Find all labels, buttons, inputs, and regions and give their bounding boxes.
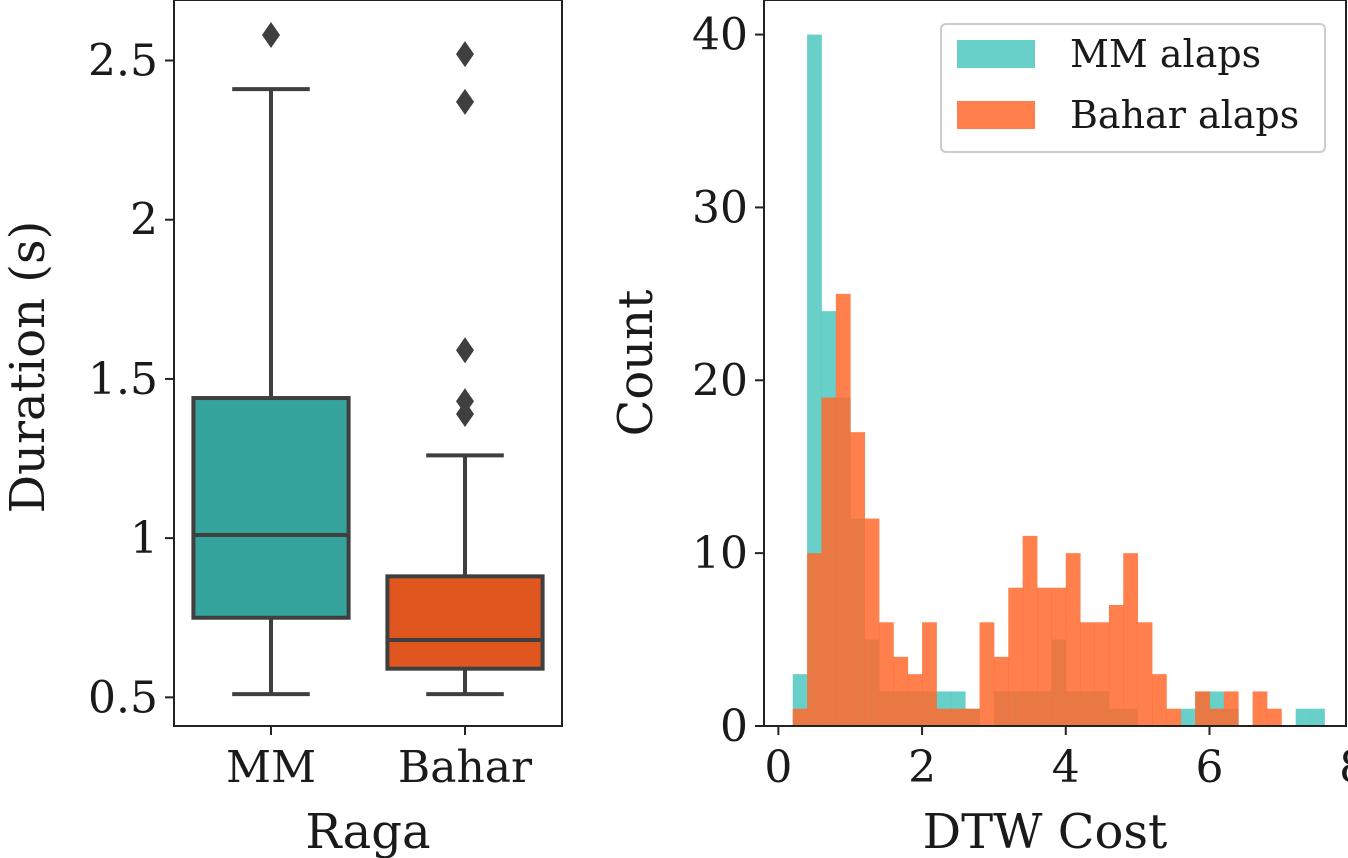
histogram-bar xyxy=(878,622,894,726)
histogram-bar xyxy=(950,708,966,726)
y-tick-label: 2 xyxy=(130,195,158,246)
histogram-y-axis-label: Count xyxy=(608,290,664,437)
box-iqr xyxy=(385,574,545,671)
histogram-bar xyxy=(1108,605,1124,726)
x-tick-label: 2 xyxy=(908,742,936,793)
legend-frame xyxy=(940,23,1326,153)
box-plot-area xyxy=(191,22,545,697)
box-outlier-marker xyxy=(456,400,474,427)
histogram-bar xyxy=(1195,691,1210,726)
histogram-bar xyxy=(1152,674,1167,726)
y-tick-label: 40 xyxy=(692,10,748,61)
box-plot-frame xyxy=(173,0,563,727)
box-plot-x-axis-label: Raga xyxy=(305,804,430,858)
histogram-bar xyxy=(1266,708,1282,726)
histogram-bar xyxy=(835,293,851,726)
histogram-bar xyxy=(936,708,952,726)
histogram-bar xyxy=(792,708,808,726)
box-mm xyxy=(191,22,351,697)
box-outlier-marker xyxy=(456,41,474,68)
histogram-bar xyxy=(993,656,1009,726)
histogram-bar xyxy=(965,708,980,726)
histogram-bar xyxy=(864,518,880,726)
box-plot-panel: MM Bahar 0.5 1 1.5 2 2.5 Duration (s) Raga xyxy=(0,0,563,858)
x-tick-label: 8 xyxy=(1339,742,1348,793)
histogram-series-bahar-alaps xyxy=(792,293,1282,726)
y-tick-label: 0.5 xyxy=(88,672,158,723)
x-tick-label: 4 xyxy=(1052,742,1080,793)
y-tick-label: 30 xyxy=(692,182,748,233)
box-outlier-marker xyxy=(262,22,280,49)
histogram-ticks: 0 2 4 6 8 0 10 20 30 40 xyxy=(692,10,1348,793)
box-outlier-marker xyxy=(456,337,474,364)
histogram-x-axis-label: DTW Cost xyxy=(923,804,1168,858)
histogram-bar xyxy=(821,397,837,726)
x-tick-label: 6 xyxy=(1195,742,1223,793)
histogram-bar xyxy=(1051,587,1067,726)
histogram-bar xyxy=(1037,587,1052,726)
legend-swatch-bahar-alaps xyxy=(957,101,1035,129)
histogram-bar xyxy=(1295,708,1311,726)
box-plot-ticks: MM Bahar 0.5 1 1.5 2 2.5 xyxy=(88,36,533,794)
histogram-bar xyxy=(1022,535,1038,726)
legend-label-mm-alaps: MM alaps xyxy=(1070,32,1261,76)
box-bahar xyxy=(385,41,545,697)
histogram-frame xyxy=(763,0,1347,727)
box-plot-y-axis-label: Duration (s) xyxy=(0,221,56,514)
histogram-bar xyxy=(893,656,909,726)
histogram-panel: 0 2 4 6 8 0 10 20 30 40 Count DTW Cost MM alaps B… xyxy=(608,0,1348,858)
histogram-bar xyxy=(1065,553,1081,726)
y-tick-label: 20 xyxy=(692,355,748,406)
histogram-bar xyxy=(922,622,937,726)
histogram-bar xyxy=(850,432,865,726)
histogram-bar xyxy=(1094,622,1110,726)
histogram-bar xyxy=(1252,691,1268,726)
y-tick-label: 2.5 xyxy=(88,36,158,87)
box-iqr xyxy=(191,396,351,620)
y-tick-label: 1 xyxy=(130,513,158,564)
y-tick-label: 0 xyxy=(720,701,748,752)
histogram-bar xyxy=(1080,622,1095,726)
histogram-bar xyxy=(907,674,923,726)
histogram-bar xyxy=(1008,587,1024,726)
histogram-bar xyxy=(1123,553,1139,726)
histogram-bar xyxy=(1223,691,1239,726)
x-tick-label: Bahar xyxy=(398,742,533,793)
histogram-bar xyxy=(1166,708,1182,726)
histogram-bar xyxy=(1310,708,1325,726)
box-outlier-marker xyxy=(456,88,474,115)
histogram-bar xyxy=(1137,622,1153,726)
histogram-legend: MM alaps Bahar alaps xyxy=(940,23,1326,153)
legend-label-bahar-alaps: Bahar alaps xyxy=(1070,93,1299,137)
histogram-bar xyxy=(807,553,822,726)
x-tick-label: 0 xyxy=(764,742,792,793)
y-tick-label: 1.5 xyxy=(88,354,158,405)
histogram-bar xyxy=(1209,708,1225,726)
legend-swatch-mm-alaps xyxy=(957,40,1035,68)
y-tick-label: 10 xyxy=(692,528,748,579)
x-tick-label: MM xyxy=(226,742,316,793)
histogram-bars xyxy=(792,34,1325,727)
histogram-bar xyxy=(979,622,995,726)
histogram-bar xyxy=(1180,708,1196,726)
